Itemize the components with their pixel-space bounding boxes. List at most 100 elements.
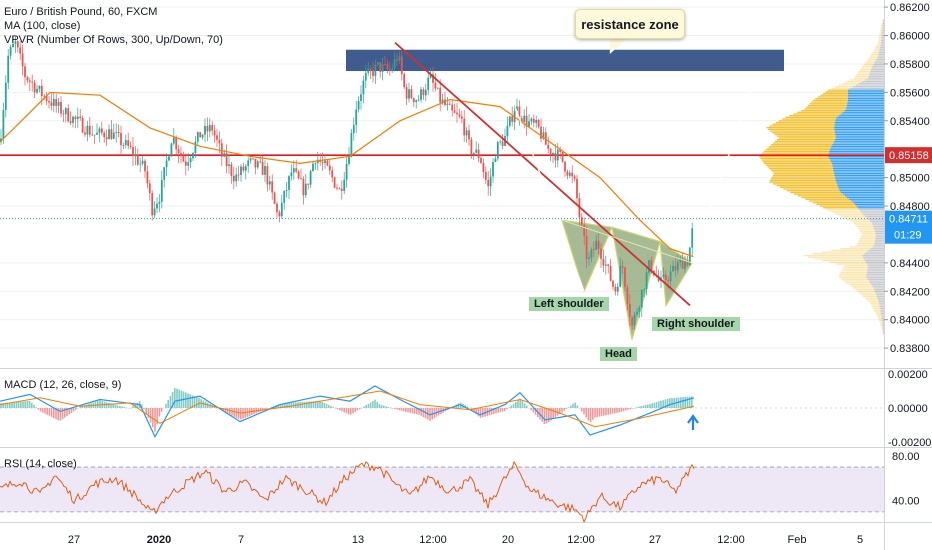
macd-histogram-bar: [578, 408, 581, 409]
candle-body: [367, 68, 370, 73]
volume-profile-up-bar: [804, 108, 847, 110]
time-tick-label: 27: [68, 534, 80, 546]
candle-body: [547, 144, 550, 149]
candle-body: [463, 118, 466, 136]
volume-profile-down-bar: [879, 302, 884, 304]
macd-histogram-bar: [99, 400, 101, 408]
volume-profile-up-bar: [870, 55, 879, 57]
macd-line[interactable]: [0, 385, 695, 439]
ma-100-line[interactable]: [0, 91, 696, 258]
ma-legend[interactable]: MA (100, close): [4, 20, 81, 32]
signal-line[interactable]: [0, 390, 695, 428]
head-shape[interactable]: [611, 226, 661, 340]
resistance-zone[interactable]: [346, 49, 784, 72]
candle-body: [43, 95, 46, 97]
volume-profile-down-bar: [875, 237, 884, 240]
candle-body: [312, 163, 314, 172]
volume-profile-up-bar: [863, 63, 874, 66]
volume-profile-up-bar: [873, 307, 880, 310]
macd-histogram-bar: [44, 408, 46, 414]
volume-profile-up-bar: [772, 123, 835, 125]
volume-profile-up-bar: [766, 126, 835, 129]
candle-body: [453, 110, 456, 113]
breakout-projection-line[interactable]: [691, 77, 756, 264]
volume-profile-up-bar: [785, 116, 837, 119]
volume-profile-up-bar: [858, 229, 875, 231]
price-axis-area[interactable]: [884, 0, 932, 550]
right-shoulder-shape[interactable]: [659, 240, 693, 308]
volume-profile-down-bar: [881, 314, 884, 316]
candle-body: [600, 248, 602, 259]
candle-body: [278, 212, 281, 217]
macd-histogram-bar: [653, 402, 656, 408]
candle-body: [7, 55, 10, 83]
macd-histogram-bar: [356, 408, 359, 411]
volume-profile-down-bar: [854, 203, 884, 206]
rsi-line[interactable]: [0, 460, 695, 524]
volume-profile-down-bar: [881, 41, 884, 44]
candle-body: [261, 161, 264, 175]
candle-body: [364, 72, 367, 81]
neckline[interactable]: [561, 219, 693, 264]
current-price-badge[interactable]: [885, 210, 932, 244]
macd-histogram-bar: [521, 401, 524, 408]
volume-profile-down-bar: [832, 164, 884, 166]
candle-body: [333, 177, 336, 188]
candle-body: [400, 56, 403, 75]
price-tick-label: 0.84200: [890, 286, 930, 298]
resistance-callout[interactable]: resistance zone: [575, 9, 685, 39]
macd-histogram-bar: [163, 407, 165, 409]
macd-histogram-bar: [213, 406, 216, 408]
volume-profile-down-bar: [872, 222, 884, 224]
candle-body: [604, 264, 607, 266]
rsi-label[interactable]: RSI (14, close): [4, 458, 77, 470]
volume-profile-down-bar: [869, 74, 884, 76]
macd-histogram-bar: [116, 405, 119, 408]
candle-body: [268, 181, 271, 185]
macd-histogram-bar: [152, 408, 154, 428]
volume-profile-down-bar: [834, 126, 884, 129]
candle-body: [76, 116, 79, 120]
symbol-title[interactable]: Euro / British Pound, 60, FXCM: [4, 6, 158, 18]
volume-profile-up-bar: [860, 236, 876, 238]
macd-histogram-bar: [185, 392, 187, 408]
time-tick-label: 27: [649, 534, 661, 546]
candle-body: [324, 160, 326, 163]
drop-projection-line[interactable]: [514, 106, 585, 292]
macd-histogram-bar: [592, 408, 594, 420]
vpvr-legend[interactable]: VPVR (Number Of Rows, 300, Up/Down, 70): [4, 34, 223, 46]
downtrend-line[interactable]: [394, 41, 691, 307]
candle-body: [60, 101, 62, 114]
volume-profile-up-bar: [866, 60, 876, 62]
volume-profile-down-bar: [882, 21, 884, 23]
volume-profile-down-bar: [834, 174, 884, 177]
volume-profile-down-bar: [871, 283, 884, 286]
macd-histogram-bar: [136, 402, 139, 408]
macd-histogram-bar: [550, 408, 552, 421]
candle-body: [355, 109, 358, 125]
macd-histogram-bar: [125, 407, 128, 409]
candle-body: [328, 165, 331, 171]
left-shoulder-label[interactable]: Left shoulder: [529, 297, 609, 311]
volume-profile-down-bar: [846, 104, 884, 107]
right-shoulder-label[interactable]: Right shoulder: [652, 317, 740, 331]
volume-profile-down-bar: [868, 280, 884, 282]
candle-body: [468, 130, 470, 140]
candle-body: [616, 286, 619, 292]
macd-histogram-bar: [638, 406, 640, 408]
macd-histogram-bar: [68, 408, 70, 415]
macd-histogram-bar: [226, 408, 229, 414]
macd-tick-label: -0.00200: [888, 437, 931, 449]
candle-body: [254, 158, 257, 168]
macd-histogram-bar: [495, 408, 497, 414]
level-price-badge[interactable]: [885, 147, 932, 164]
macd-histogram-bar: [418, 408, 420, 415]
volume-profile-down-bar: [846, 106, 884, 108]
volume-profile-up-bar: [878, 317, 882, 320]
macd-label[interactable]: MACD (12, 26, close, 9): [4, 379, 122, 391]
head-label[interactable]: Head: [600, 347, 637, 361]
volume-profile-down-bar: [829, 149, 884, 151]
